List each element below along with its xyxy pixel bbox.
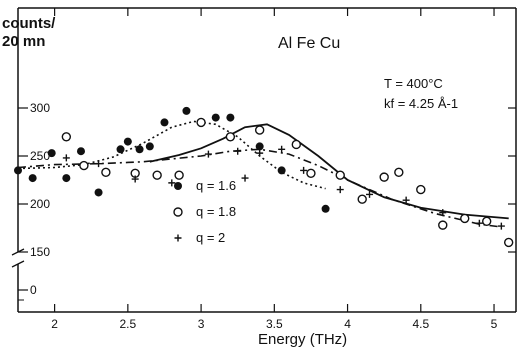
- x-tick-label: 5: [491, 317, 498, 331]
- data-point: [306, 168, 316, 178]
- data-point: [254, 125, 265, 135]
- x-axis-label: Energy (THz): [258, 331, 347, 348]
- legend-marker: [174, 234, 182, 242]
- plot-frame: [11, 7, 517, 313]
- fit-curves: [17, 120, 509, 228]
- y-axis-label-line1: counts/: [2, 15, 56, 32]
- data-point: [336, 186, 344, 194]
- x-tick-label: 2: [51, 317, 58, 331]
- axis-break-mark: [11, 260, 25, 268]
- x-tick-label: 2.5: [120, 317, 137, 331]
- data-point: [152, 170, 162, 180]
- data-point: [394, 167, 404, 178]
- data-point: [62, 154, 70, 162]
- data-point: [277, 166, 286, 175]
- data-point: [101, 167, 111, 178]
- x-tick-label: 3: [198, 317, 205, 331]
- data-point: [76, 147, 85, 156]
- data-point: [357, 194, 367, 204]
- data-point: [14, 166, 22, 175]
- data-point: [300, 166, 308, 174]
- data-point: [225, 132, 236, 142]
- legend-label: q = 1.8: [196, 204, 236, 219]
- kf-annotation: kf = 4.25 Å-1: [384, 96, 458, 111]
- data-point: [160, 118, 169, 127]
- data-point: [278, 145, 286, 153]
- data-point: [291, 139, 301, 150]
- legend-marker: [173, 207, 183, 217]
- data-point: [131, 175, 139, 183]
- data-point: [255, 142, 264, 151]
- x-tick-label: 3.5: [266, 317, 283, 331]
- data-point: [402, 196, 410, 204]
- data-point: [335, 170, 345, 180]
- data-point: [62, 174, 71, 183]
- data-point: [438, 220, 448, 230]
- y-tick-label: 200: [30, 197, 50, 211]
- data-point: [61, 132, 72, 142]
- y-tick-label: 150: [30, 245, 50, 259]
- data-point: [182, 106, 191, 115]
- y-tick-label: 0: [30, 283, 37, 297]
- data-point: [123, 137, 132, 146]
- data-point: [196, 117, 206, 128]
- data-point: [241, 174, 249, 182]
- data-point: [94, 188, 103, 197]
- data-point: [256, 149, 264, 157]
- data-point: [321, 204, 330, 213]
- data-point: [168, 179, 176, 187]
- axis-ticks: 150 200 250 300 0 2 2.5 3 3.5 4 4.5 5: [18, 8, 516, 331]
- data-point: [135, 145, 144, 154]
- temperature-annotation: T = 400°C: [384, 76, 443, 91]
- data-point: [475, 219, 483, 227]
- data-point: [145, 142, 154, 151]
- legend-label: q = 2: [196, 230, 225, 245]
- data-point: [416, 184, 426, 195]
- data-point: [116, 145, 125, 154]
- fit-curve: [17, 148, 502, 228]
- data-point: [503, 237, 514, 248]
- x-tick-label: 4.5: [412, 317, 429, 331]
- y-tick-label: 300: [30, 101, 50, 115]
- legend-marker: [174, 182, 182, 190]
- data-point: [497, 222, 505, 230]
- legend-label: q = 1.6: [196, 178, 236, 193]
- data-point: [226, 113, 235, 122]
- y-axis-label-line2: 20 mn: [2, 33, 45, 50]
- legend: q = 1.6 q = 1.8 q = 2: [173, 178, 236, 245]
- data-point: [439, 209, 447, 217]
- data-point: [28, 174, 37, 183]
- data-point: [79, 160, 89, 171]
- data-point: [204, 150, 212, 158]
- fit-curve: [149, 123, 509, 220]
- chart-title: Al Fe Cu: [278, 35, 340, 52]
- data-point: [460, 213, 470, 224]
- data-point: [482, 216, 492, 226]
- data-point: [366, 190, 374, 198]
- data-point: [174, 170, 184, 180]
- data-point: [47, 149, 56, 158]
- x-tick-label: 4: [344, 317, 351, 331]
- data-point: [234, 147, 242, 155]
- data-points: [14, 106, 514, 248]
- data-point: [379, 172, 389, 182]
- data-point: [95, 160, 103, 168]
- y-tick-label: 250: [30, 149, 50, 163]
- data-point: [211, 113, 220, 122]
